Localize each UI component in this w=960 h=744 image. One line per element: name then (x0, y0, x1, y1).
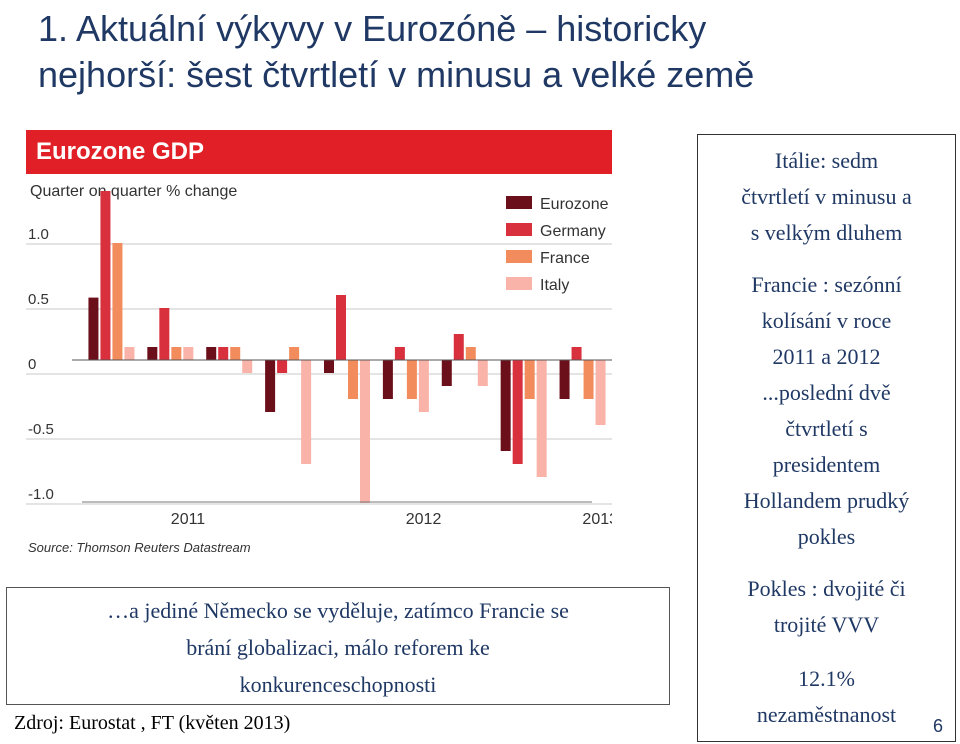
legend-label: Eurozone (540, 196, 609, 213)
bar (277, 360, 288, 373)
side-italy-line: Itálie: sedm (774, 148, 879, 173)
bar (477, 360, 488, 386)
bar (230, 347, 241, 360)
bar (595, 360, 606, 425)
side-unemployment: 12.1% nezaměstnanost (698, 661, 955, 733)
y-axis-label: Quarter on quarter % change (30, 183, 237, 200)
legend-swatch (506, 196, 532, 209)
note-line-3: konkurenceschopnosti (239, 672, 437, 697)
bar (206, 347, 217, 360)
y-tick-label: 1.0 (28, 226, 49, 243)
side-unemployment-line: nezaměstnanost (756, 702, 897, 727)
slide-title: 1. Aktuální výkyvy v Eurozóně – historic… (38, 6, 918, 98)
side-france-line: ...poslední dvě (762, 380, 891, 405)
legend-label: Italy (540, 277, 569, 294)
bar (336, 295, 346, 360)
bar (112, 243, 123, 360)
side-notes-box: Itálie: sedm čtvrtletí v minusu a s velk… (697, 134, 956, 742)
y-tick-label: -0.5 (28, 421, 54, 438)
side-italy-line: s velkým dluhem (750, 220, 903, 245)
legend-swatch (506, 277, 532, 290)
bar (100, 191, 111, 360)
bar (524, 360, 535, 399)
eurozone-gdp-chart: Eurozone GDP Quarter on quarter % change… (26, 130, 612, 570)
bar (183, 347, 194, 360)
legend-swatch (506, 250, 532, 263)
bar (265, 360, 276, 412)
side-france-line: presidentem (772, 452, 881, 477)
legend-swatch (506, 223, 532, 236)
bar (301, 360, 312, 464)
bar (348, 360, 358, 399)
side-france-line: 2011 a 2012 (772, 344, 881, 369)
page-number: 6 (932, 716, 943, 736)
bar (289, 347, 300, 360)
bar (360, 360, 370, 503)
side-decline-line: trojité VVV (773, 612, 880, 637)
bar (124, 347, 135, 360)
chart-source: Source: Thomson Reuters Datastream (28, 540, 251, 555)
side-france-line: kolísání v roce (761, 308, 892, 333)
bar (418, 360, 429, 412)
side-france-line: Hollandem prudký (743, 488, 910, 513)
bar (242, 360, 253, 373)
bar (571, 347, 582, 360)
side-france-line: čtvrtletí s (785, 416, 868, 441)
bar (324, 360, 334, 373)
bar (218, 347, 229, 360)
note-line-1: …a jediné Německo se vyděluje, zatímco F… (107, 598, 569, 623)
bar (394, 347, 405, 360)
bar (453, 334, 464, 360)
bar (382, 360, 393, 399)
side-italy-line: čtvrtletí v minusu a (741, 184, 912, 209)
bar (88, 297, 99, 360)
slide-title-line1: 1. Aktuální výkyvy v Eurozóně – historic… (38, 8, 707, 49)
legend-label: Germany (540, 223, 606, 240)
side-decline: Pokles : dvojité či trojité VVV (698, 571, 955, 643)
side-decline-line: Pokles : dvojité či (747, 576, 906, 601)
side-italy: Itálie: sedm čtvrtletí v minusu a s velk… (698, 143, 955, 251)
legend-label: France (540, 250, 590, 267)
side-france-line: Francie : sezónní (751, 272, 902, 297)
bar (559, 360, 570, 399)
y-tick-label: 0 (28, 356, 36, 373)
bar (441, 360, 452, 386)
note-line-2: brání globalizaci, málo reforem ke (186, 635, 490, 660)
year-label: 2011 (171, 511, 206, 528)
note-box: …a jediné Německo se vyděluje, zatímco F… (6, 587, 670, 705)
bar (512, 360, 523, 464)
bar (500, 360, 511, 451)
y-tick-label: -1.0 (28, 486, 54, 503)
bar (147, 347, 158, 360)
y-tick-label: 0.5 (28, 291, 49, 308)
side-france: Francie : sezónní kolísání v roce 2011 a… (698, 267, 955, 555)
year-label: 2012 (406, 511, 442, 528)
chart-svg: Quarter on quarter % change 1.0 0.5 0 -0.5 -1… (26, 183, 612, 555)
bar (465, 347, 476, 360)
chart-title: Eurozone GDP (26, 130, 612, 174)
bar (583, 360, 594, 399)
side-unemployment-line: 12.1% (798, 666, 855, 691)
bar (406, 360, 417, 399)
slide-title-line2: nejhorší: šest čtvrtletí v minusu a velk… (38, 54, 755, 95)
side-france-line: pokles (797, 524, 856, 549)
bar (159, 308, 170, 360)
bar (536, 360, 547, 477)
source-text: Zdroj: Eurostat , FT (květen 2013) (14, 712, 291, 734)
bar (171, 347, 182, 360)
year-label: 2013 (582, 511, 612, 528)
